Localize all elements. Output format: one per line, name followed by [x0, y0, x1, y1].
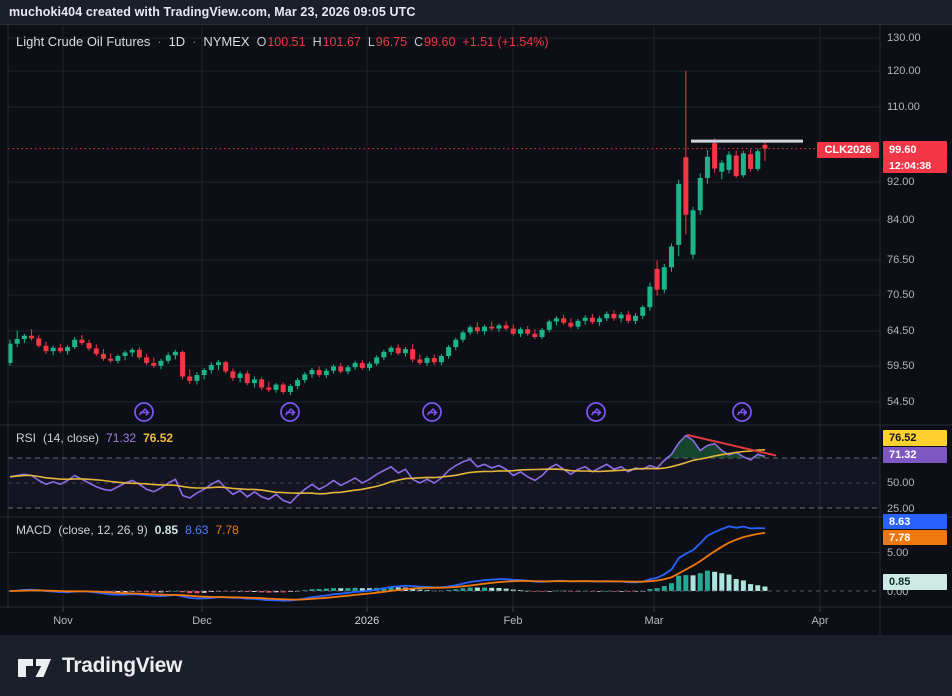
rsi-value: 71.32 [106, 431, 137, 445]
contract-rollover-icon[interactable] [731, 401, 753, 423]
macd-signal-badge: 7.78 [883, 530, 947, 545]
low-value: L 96.75 [367, 35, 408, 49]
macd-signal-value: 7.78 [215, 523, 239, 537]
rsi-axis-label-50: 50.00 [887, 477, 915, 489]
price-axis-label-76: 76.50 [887, 254, 915, 266]
price-axis-label-130: 130.00 [887, 32, 921, 44]
price-axis-label-110: 110.00 [887, 101, 920, 113]
price-axis-label-64: 64.50 [887, 325, 915, 337]
tradingview-logo-icon [18, 658, 51, 677]
open-value: O 100.51 [256, 35, 306, 49]
macd-name: MACD [16, 523, 52, 537]
footer: TradingView [0, 635, 952, 696]
price-axis-label-92: 92.00 [887, 176, 915, 188]
rsi-value-badge: 71.32 [883, 447, 947, 463]
contract-rollover-icon[interactable] [133, 401, 155, 423]
rsi-name: RSI [16, 431, 37, 445]
attribution-bar: muchoki404 created with TradingView.com,… [0, 0, 952, 25]
macd-hist-value: 0.85 [154, 523, 179, 537]
macd-axis-label-5: 5.00 [887, 547, 909, 559]
symbol-legend[interactable]: Light Crude Oil Futures · 1D · NYMEX O 10… [16, 34, 549, 49]
legend-separator: · [157, 35, 162, 49]
contract-rollover-icon[interactable] [421, 401, 443, 423]
macd-hist-badge: 0.85 [883, 574, 947, 590]
interval-label: 1D [168, 34, 186, 49]
rsi-params: (14, close) [43, 431, 100, 445]
symbol-title: Light Crude Oil Futures [16, 34, 151, 49]
price-axis-label-59: 59.50 [887, 360, 915, 372]
rsi-ma-value: 76.52 [143, 431, 174, 445]
price-axis-label-120: 120.00 [887, 65, 921, 77]
rsi-ma-badge: 76.52 [883, 430, 947, 446]
macd-line-badge: 8.63 [883, 514, 947, 529]
exchange-label: NYMEX [203, 34, 250, 49]
time-axis-label-mar: Mar [644, 615, 664, 627]
contract-rollover-icon[interactable] [585, 401, 607, 423]
change-value: +1.51 (+1.54%) [462, 35, 549, 49]
high-value: H 101.67 [312, 35, 361, 49]
time-axis-label-2026: 2026 [354, 615, 380, 627]
price-axis-label-54: 54.50 [887, 396, 915, 408]
time-axis-label-feb: Feb [503, 615, 523, 627]
time-axis-label-apr: Apr [811, 615, 829, 627]
macd-params: (close, 12, 26, 9) [58, 523, 148, 537]
rsi-axis-label-25: 25.00 [887, 503, 915, 515]
legend-separator: · [192, 35, 197, 49]
macd-legend[interactable]: MACD (close, 12, 26, 9) 0.85 8.63 7.78 [16, 523, 239, 537]
close-value: C 99.60 [414, 35, 456, 49]
attribution-text: muchoki404 created with TradingView.com,… [9, 5, 416, 19]
tradingview-logo-text: TradingView [62, 653, 183, 677]
time-axis-label-dec: Dec [192, 615, 212, 627]
time-axis-label-nov: Nov [53, 615, 73, 627]
contract-symbol-badge: CLK2026 [817, 142, 879, 158]
price-axis-label-70: 70.50 [887, 289, 915, 301]
price-axis-label-84: 84.00 [887, 214, 915, 226]
rsi-legend[interactable]: RSI (14, close) 71.32 76.52 [16, 431, 173, 445]
bar-countdown-badge: 12:04:38 [883, 158, 947, 173]
contract-rollover-icon[interactable] [279, 401, 301, 423]
last-price-badge: 99.60 [883, 141, 947, 158]
tradingview-logo[interactable]: TradingView [16, 652, 182, 680]
macd-line-value: 8.63 [185, 523, 209, 537]
